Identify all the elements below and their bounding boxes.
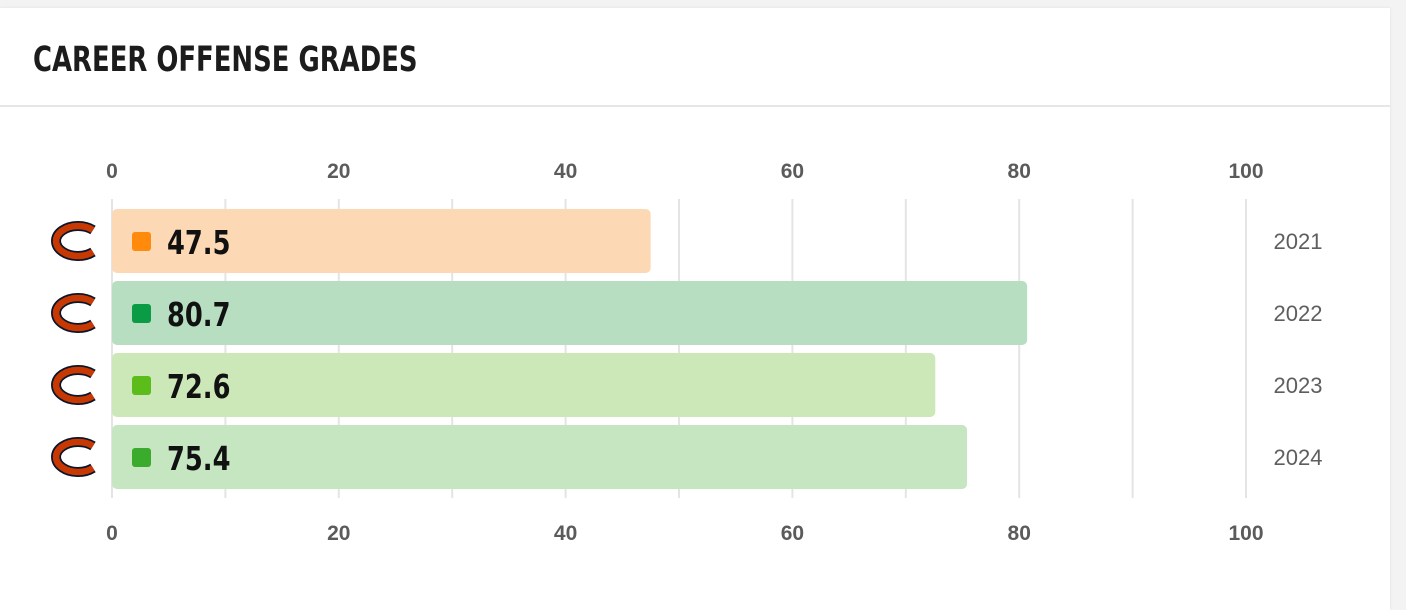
bar[interactable] bbox=[112, 353, 936, 417]
x-tick-label-bottom: 20 bbox=[327, 522, 350, 545]
bar[interactable] bbox=[112, 209, 651, 273]
x-tick-label-top: 40 bbox=[554, 160, 577, 183]
year-label: 2021 bbox=[1274, 229, 1323, 254]
year-label: 2024 bbox=[1274, 445, 1323, 470]
year-label: 2022 bbox=[1274, 301, 1323, 326]
bar[interactable] bbox=[112, 425, 968, 489]
grade-color-marker bbox=[132, 448, 151, 467]
x-tick-label-top: 60 bbox=[781, 160, 804, 183]
bar[interactable] bbox=[112, 281, 1028, 345]
x-tick-label-bottom: 60 bbox=[781, 522, 804, 545]
x-tick-label-bottom: 0 bbox=[106, 522, 118, 545]
x-tick-label-top: 100 bbox=[1228, 160, 1263, 183]
bar-value-label: 47.5 bbox=[167, 224, 230, 262]
x-tick-label-bottom: 80 bbox=[1008, 522, 1031, 545]
x-tick-label-bottom: 40 bbox=[554, 522, 577, 545]
x-tick-label-top: 20 bbox=[327, 160, 350, 183]
card-header: CAREER OFFENSE GRADES bbox=[0, 8, 1390, 107]
bar-row-2024[interactable]: 75.4 bbox=[112, 425, 968, 489]
bar-value-label: 80.7 bbox=[167, 296, 230, 334]
grade-color-marker bbox=[132, 232, 151, 251]
bar-value-label: 72.6 bbox=[167, 368, 230, 406]
bears-logo-icon bbox=[56, 226, 93, 256]
year-label: 2023 bbox=[1274, 373, 1323, 398]
card-title: CAREER OFFENSE GRADES bbox=[33, 40, 418, 80]
x-tick-label-top: 80 bbox=[1008, 160, 1031, 183]
bar-value-label: 75.4 bbox=[167, 440, 230, 478]
bar-row-2021[interactable]: 47.5 bbox=[112, 209, 651, 273]
bears-logo-icon bbox=[56, 298, 93, 328]
bar-row-2023[interactable]: 72.6 bbox=[112, 353, 936, 417]
x-tick-label-top: 0 bbox=[106, 160, 118, 183]
grade-color-marker bbox=[132, 304, 151, 323]
bar-row-2022[interactable]: 80.7 bbox=[112, 281, 1028, 345]
grade-color-marker bbox=[132, 376, 151, 395]
x-tick-label-bottom: 100 bbox=[1228, 522, 1263, 545]
bears-logo-icon bbox=[56, 370, 93, 400]
bears-logo-icon bbox=[56, 442, 93, 472]
